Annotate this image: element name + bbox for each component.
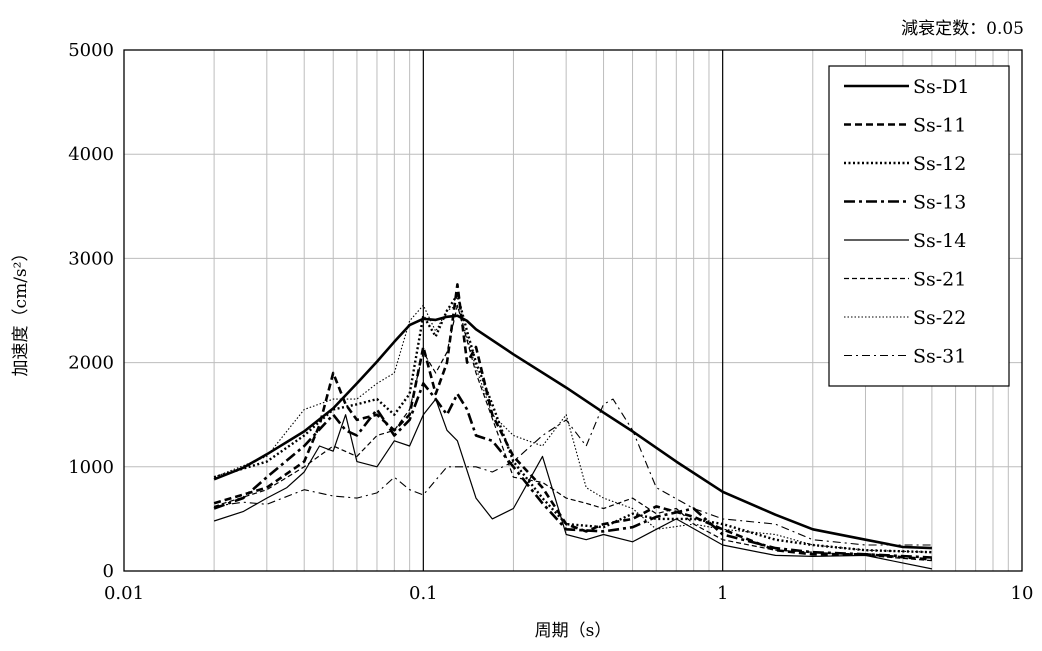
series-line-ss-13	[213, 382, 932, 559]
axis-labels: 周期（s） 加速度（cm/s²）	[11, 245, 611, 641]
legend-label: Ss-11	[913, 115, 966, 137]
series-lines	[213, 283, 933, 570]
damping-note: 減衰定数：0.05	[901, 19, 1024, 39]
plot-frame	[123, 49, 1023, 572]
x-tick-label: 0.01	[104, 583, 144, 604]
y-tick-label: 0	[103, 561, 114, 582]
y-tick-label: 5000	[68, 40, 114, 61]
series-line-ss-21	[213, 304, 932, 562]
legend-label: Ss-31	[913, 346, 966, 368]
y-tick-label: 4000	[68, 144, 114, 165]
x-tick-label: 0.1	[409, 583, 438, 604]
x-axis-label: 周期（s）	[535, 621, 612, 641]
legend-label: Ss-21	[913, 269, 966, 291]
y-tick-label: 2000	[68, 353, 114, 374]
legend-label: Ss-13	[913, 192, 966, 214]
legend: Ss-D1 Ss-11 Ss-12 Ss-13 Ss-14 Ss-21 Ss-22 Ss-31	[828, 65, 1010, 387]
legend-label: Ss-22	[913, 307, 966, 329]
y-tick-label: 3000	[68, 248, 114, 269]
series-line-ss-d1	[213, 314, 932, 550]
series-line-ss-14	[213, 398, 933, 570]
series-line-ss-11	[213, 283, 933, 561]
legend-label: Ss-D1	[913, 76, 970, 98]
series-line-ss-12	[213, 293, 932, 554]
y-axis-label: 加速度（cm/s²）	[11, 245, 31, 377]
series-line-ss-31	[214, 398, 932, 546]
major-gridlines	[422, 50, 724, 571]
x-tick-label: 10	[1011, 583, 1034, 604]
legend-label: Ss-12	[913, 153, 966, 175]
tick-labels: 0.01 0.1 1 10 0 1000 2000 3000 4000 5000	[68, 40, 1033, 604]
series-line-ss-22	[213, 304, 932, 553]
x-tick-label: 1	[717, 583, 728, 604]
y-tick-label: 1000	[68, 457, 114, 478]
legend-box	[828, 65, 1010, 387]
legend-label: Ss-14	[913, 230, 966, 252]
